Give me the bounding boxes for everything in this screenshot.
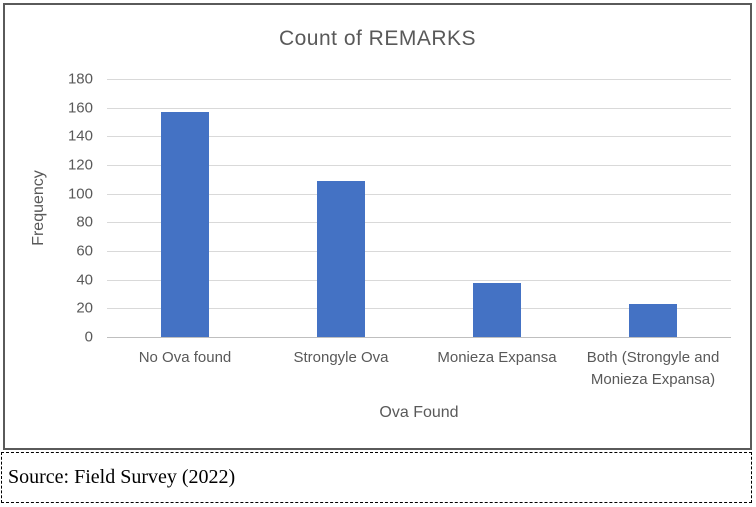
gridline: [107, 308, 731, 310]
y-tick-label: 160: [67, 99, 93, 117]
plot-area: [107, 79, 731, 338]
gridline: [107, 79, 731, 80]
x-category-label: Monieza Expansa: [437, 349, 557, 366]
y-tick-label: 80: [76, 213, 93, 231]
gridline: [107, 107, 731, 109]
source-caption-text: Source: Field Survey (2022): [8, 466, 236, 488]
y-tick-label: 20: [76, 299, 93, 317]
y-tick-label: 180: [67, 70, 93, 88]
y-tick-label: 140: [67, 127, 93, 145]
gridline: [107, 222, 731, 224]
gridline: [107, 251, 731, 252]
y-axis-title: Frequency: [30, 170, 47, 246]
y-tick-label: 0: [84, 328, 93, 346]
bar-no-ova-found: [161, 111, 209, 337]
x-axis-title: Ova Found: [379, 404, 459, 421]
x-category-label: No Ova found: [138, 349, 232, 366]
bar-strongyle-ova: [317, 180, 365, 337]
chart-frame: Count of REMARKS 0 20 40 60 80 100 120 140 160 18…: [3, 3, 752, 450]
bar-both-strongyle-and-monieza-expansa: [629, 304, 677, 337]
gridline: [107, 136, 731, 138]
gridline: [107, 193, 731, 195]
y-tick-label: 120: [67, 156, 93, 174]
x-category-label: Strongyle Ova: [293, 349, 389, 366]
bar-monieza-expansa: [473, 282, 521, 337]
y-tick-label: 40: [76, 271, 93, 289]
chart-title: Count of REMARKS: [278, 27, 477, 50]
source-caption-box: Source: Field Survey (2022): [1, 452, 752, 503]
x-category-label: Both (Strongyle and Monieza Expansa): [586, 349, 720, 388]
y-tick-label: 100: [67, 185, 93, 203]
x-axis-line: [107, 337, 731, 338]
gridline: [107, 165, 731, 166]
gridline: [107, 279, 731, 281]
y-tick-label: 60: [76, 242, 93, 260]
